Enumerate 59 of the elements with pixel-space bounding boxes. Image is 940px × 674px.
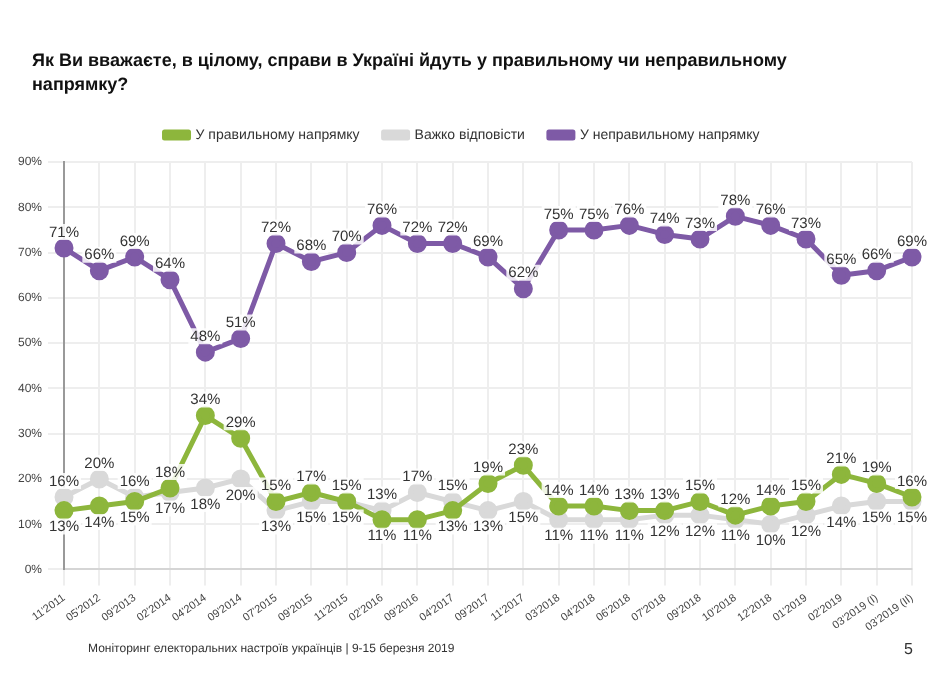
point (231, 329, 251, 349)
point (584, 496, 604, 516)
chart-title: Як Ви вважаєте, в цілому, справи в Україні йдуть у правильному чи неправильному напрямку? (32, 48, 789, 96)
point (902, 487, 922, 507)
point (231, 469, 251, 489)
point (867, 261, 887, 281)
point (619, 501, 639, 521)
point (231, 428, 251, 448)
point (831, 265, 851, 285)
point (831, 496, 851, 516)
point (690, 229, 710, 249)
point (513, 279, 533, 299)
point (690, 492, 710, 512)
point (443, 233, 463, 253)
point (266, 233, 286, 253)
point (796, 229, 816, 249)
point (372, 510, 392, 530)
point (160, 270, 180, 290)
point (725, 505, 745, 525)
point (478, 501, 498, 521)
point (867, 492, 887, 512)
point (725, 206, 745, 226)
text: 5 (904, 640, 913, 658)
point (796, 492, 816, 512)
point (372, 215, 392, 235)
point (89, 496, 109, 516)
point (407, 510, 427, 530)
point (301, 252, 321, 272)
point (160, 478, 180, 498)
point (443, 501, 463, 521)
point (407, 233, 427, 253)
point (902, 247, 922, 267)
point (195, 406, 215, 426)
point (655, 224, 675, 244)
point (549, 496, 569, 516)
point (89, 469, 109, 489)
point (54, 238, 74, 258)
point (761, 514, 781, 534)
point (195, 342, 215, 362)
point (831, 464, 851, 484)
point (89, 261, 109, 281)
point (867, 473, 887, 493)
point (761, 215, 781, 235)
point (584, 220, 604, 240)
point (266, 492, 286, 512)
point (195, 478, 215, 498)
point (549, 220, 569, 240)
point (125, 247, 145, 267)
point (478, 247, 498, 267)
point (513, 492, 533, 512)
point (54, 501, 74, 521)
point (478, 473, 498, 493)
point (125, 492, 145, 512)
point (513, 455, 533, 475)
point (337, 243, 357, 263)
point (619, 215, 639, 235)
point (407, 483, 427, 502)
point (761, 496, 781, 516)
point (301, 483, 321, 502)
